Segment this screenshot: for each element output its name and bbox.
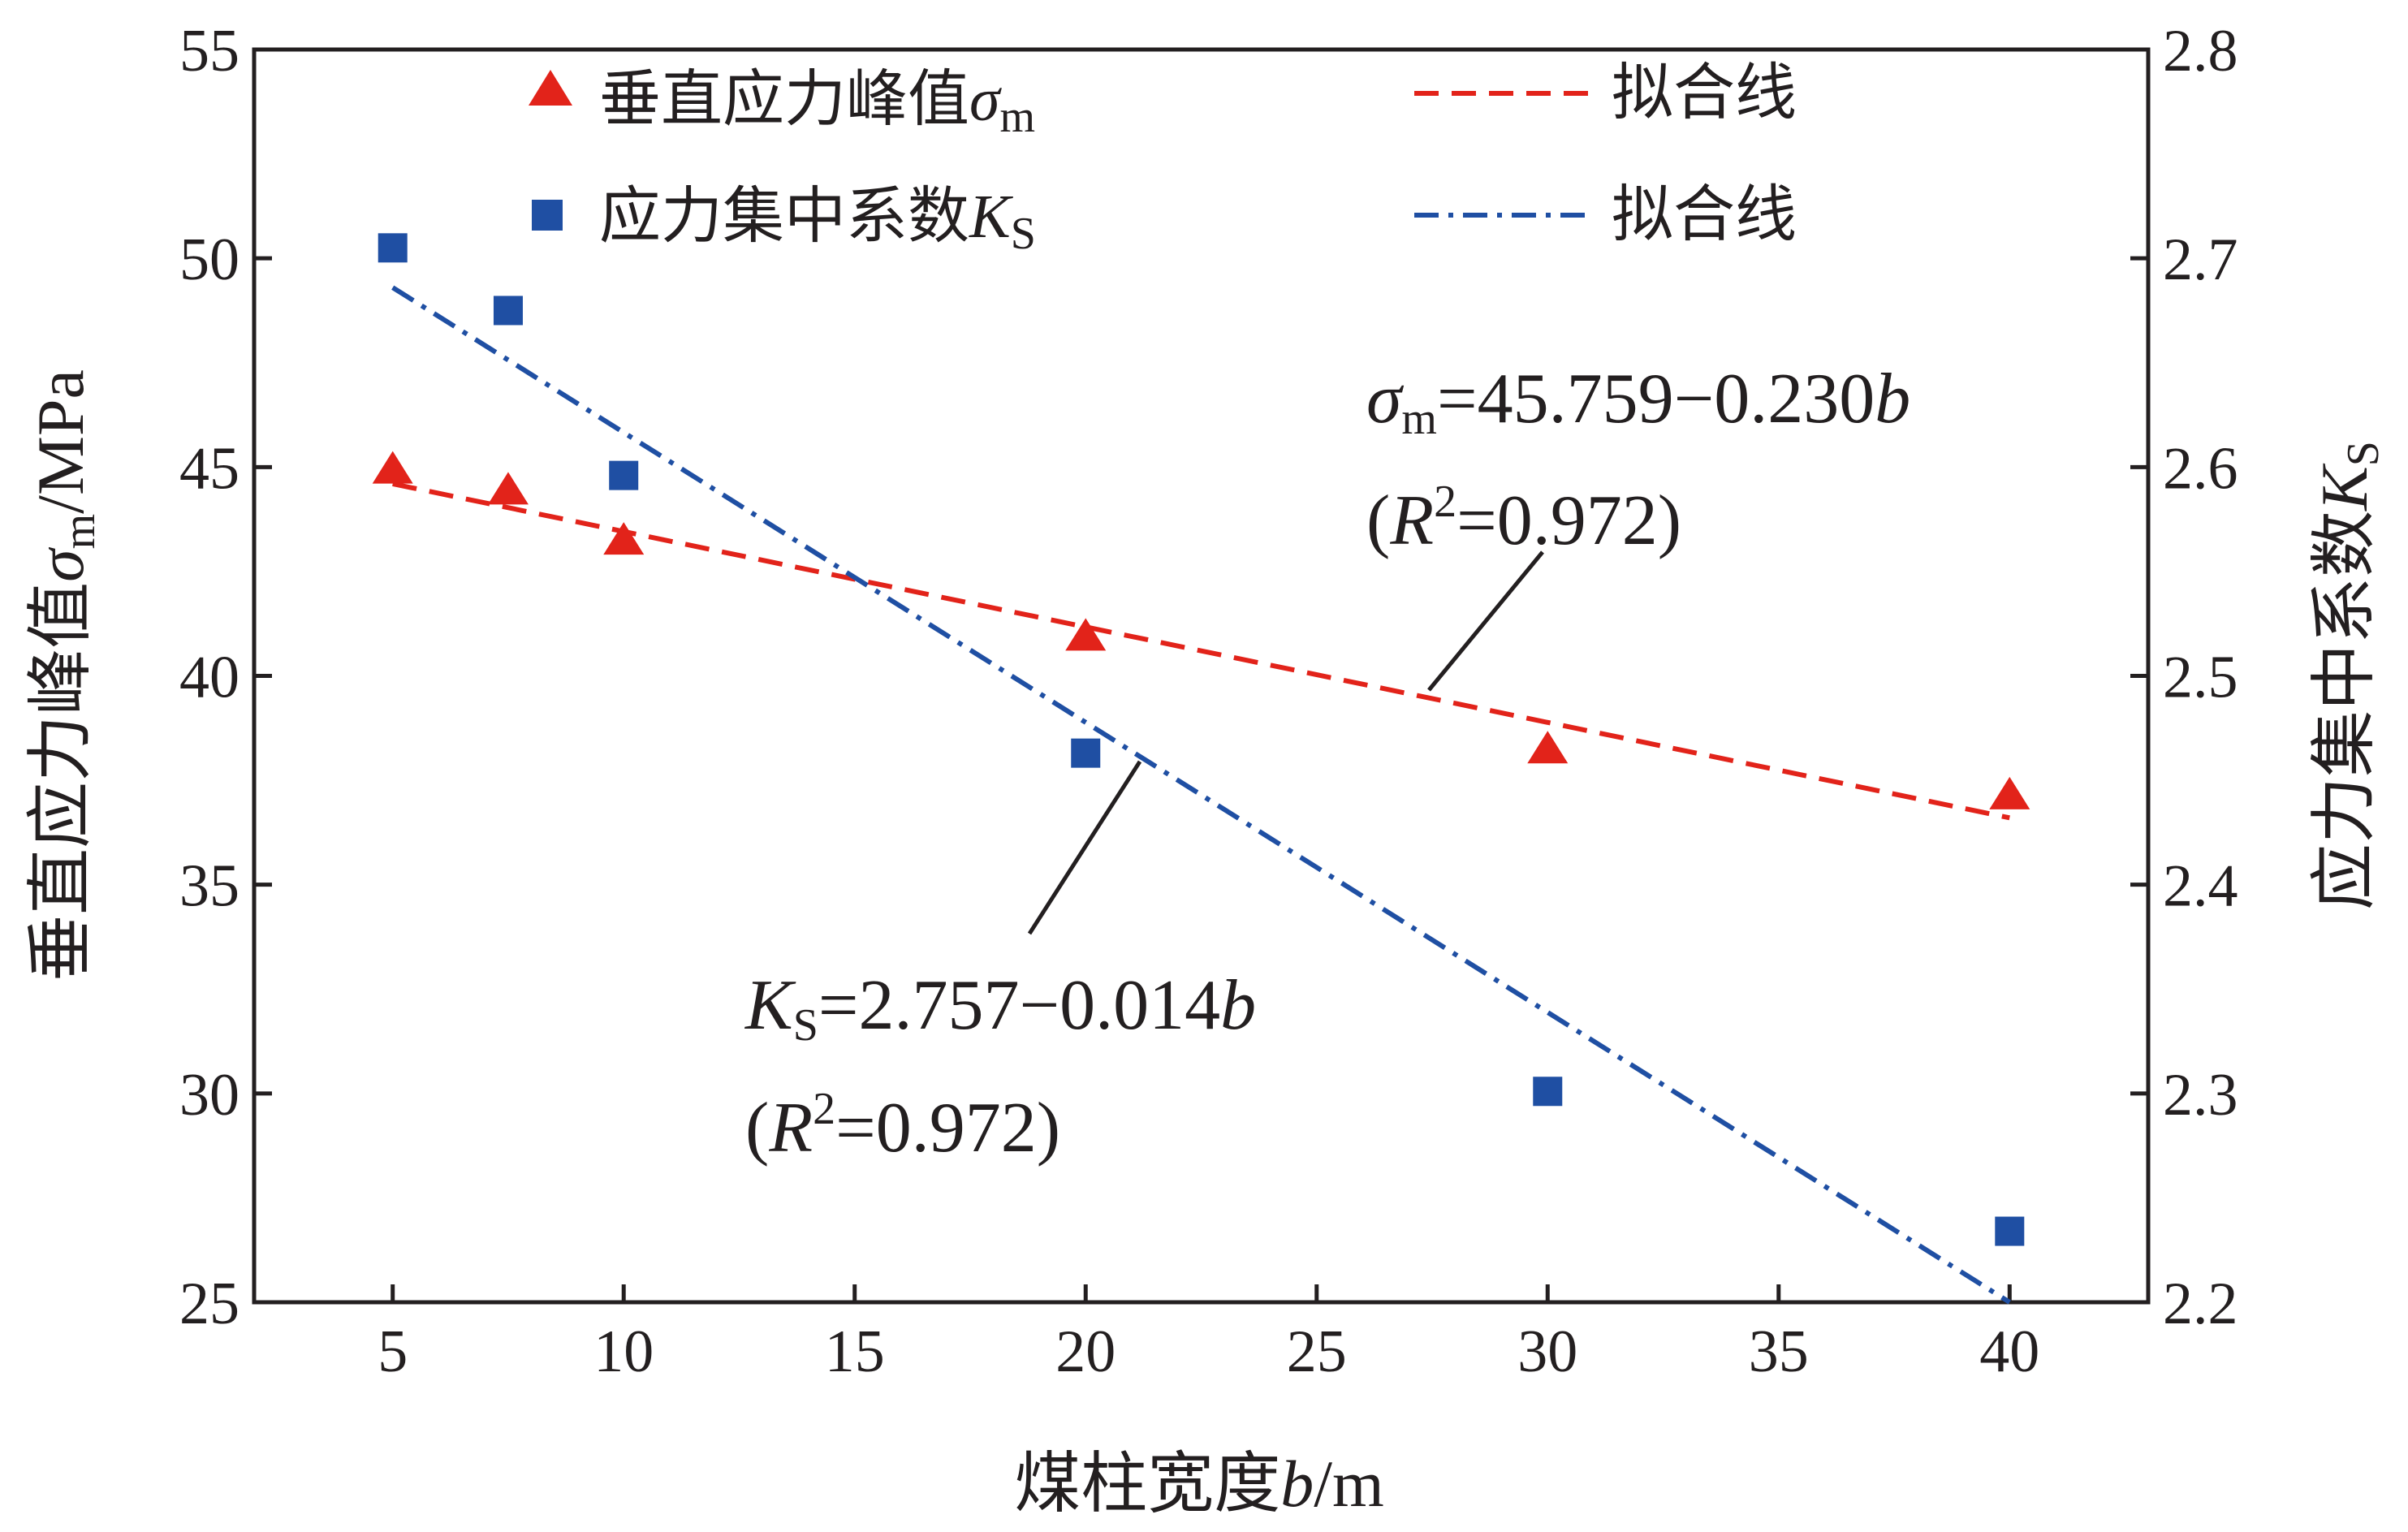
x-tick-label: 35	[1749, 1318, 1809, 1385]
right-y-tick-label: 2.2	[2163, 1271, 2238, 1337]
ks-data-point	[609, 460, 639, 490]
x-tick-label: 30	[1517, 1318, 1577, 1385]
legend-sigma-label: 垂直应力峰值σm	[599, 63, 1035, 142]
right-y-tick-label: 2.7	[2163, 227, 2238, 293]
sigma-data-point	[603, 522, 645, 555]
right-y-axis-title: 应力集中系数KS	[2306, 441, 2389, 910]
ks-data-point	[493, 296, 523, 326]
left-y-tick-label: 55	[179, 18, 240, 84]
legend: 垂直应力峰值σm 应力集中系数KS 拟合线 拟合线	[529, 56, 1797, 259]
left-y-tick-label: 40	[179, 645, 240, 711]
sigma-equation-leader-line	[1427, 550, 1544, 692]
ks-data-point	[1995, 1216, 2025, 1246]
right-y-tick-label: 2.8	[2163, 18, 2238, 84]
legend-red-fit-label: 拟合线	[1612, 56, 1797, 128]
legend-triangle-marker	[529, 70, 572, 106]
x-tick-label: 5	[378, 1318, 408, 1385]
data-markers	[372, 233, 2030, 1246]
ks-equation: KS=2.757−0.014b	[744, 966, 1256, 1051]
sigma-fit-line	[392, 481, 2010, 821]
ks-r2: (R2=0.972)	[745, 1084, 1060, 1167]
sigma-data-point	[487, 472, 529, 505]
right-y-tick-label: 2.3	[2163, 1062, 2238, 1129]
x-tick-label: 10	[593, 1318, 654, 1385]
ks-fit-line	[391, 285, 2011, 1305]
left-y-tick-label: 35	[179, 853, 240, 920]
ks-equation-leader-line	[1027, 760, 1142, 935]
left-y-tick-label: 50	[179, 227, 240, 293]
sigma-data-point	[1065, 618, 1107, 651]
sigma-data-point	[1527, 731, 1569, 764]
sigma-data-point	[1989, 776, 2030, 809]
left-y-tick-label: 30	[179, 1062, 240, 1129]
x-tick-label: 25	[1287, 1318, 1347, 1385]
x-axis-title: 煤柱宽度b/m	[1014, 1445, 1384, 1522]
legend-blue-fit-label: 拟合线	[1612, 178, 1797, 250]
axis-ticks: 5 10 15 20 25 30 35 40 25 30 35 40 45 50 55 2.2 2.3 2.4 2.…	[179, 18, 2238, 1385]
left-y-axis-title: 垂直应力峰值σm/MPa	[22, 369, 105, 982]
right-y-tick-label: 2.5	[2163, 645, 2238, 711]
ks-data-point	[1533, 1077, 1563, 1107]
x-tick-label: 20	[1055, 1318, 1116, 1385]
ks-data-point	[378, 233, 408, 263]
legend-ks-label: 应力集中系数KS	[599, 179, 1036, 259]
sigma-equation: σm=45.759−0.230b	[1366, 360, 1910, 444]
legend-square-marker	[532, 200, 563, 231]
plot-frame	[252, 47, 2151, 1305]
sigma-r2: (R2=0.972)	[1366, 477, 1681, 560]
ks-data-point	[1071, 738, 1101, 768]
right-y-tick-label: 2.4	[2163, 853, 2238, 920]
right-y-tick-label: 2.6	[2163, 435, 2238, 502]
x-tick-label: 15	[825, 1318, 885, 1385]
left-y-tick-label: 25	[179, 1271, 240, 1337]
sigma-data-point	[372, 451, 413, 484]
left-y-tick-label: 45	[179, 435, 240, 502]
fit-lines	[391, 285, 2011, 1305]
x-tick-label: 40	[1979, 1318, 2039, 1385]
